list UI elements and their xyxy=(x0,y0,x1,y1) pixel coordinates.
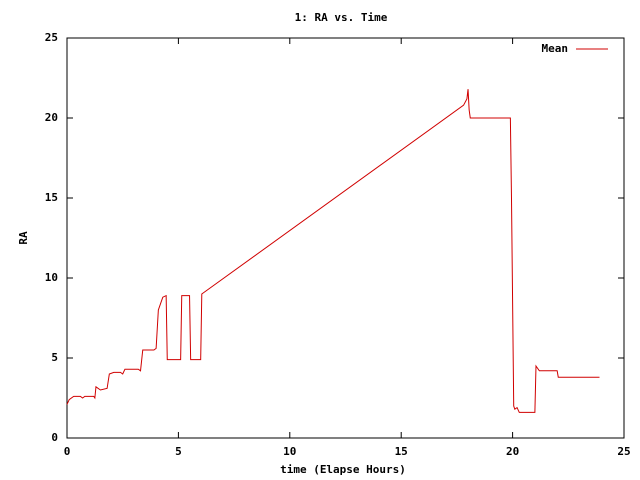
data-line xyxy=(66,89,600,413)
y-tick-label: 5 xyxy=(51,351,58,364)
y-axis-label: RA xyxy=(17,231,30,245)
y-tick-label: 15 xyxy=(45,191,58,204)
plot-border xyxy=(66,37,625,439)
chart-title: 1: RA vs. Time xyxy=(295,11,388,24)
y-tick-label: 20 xyxy=(45,111,58,124)
x-tick-label: 10 xyxy=(283,445,296,458)
y-tick-label: 0 xyxy=(51,431,58,444)
x-tick-label: 5 xyxy=(175,445,182,458)
x-tick-label: 25 xyxy=(617,445,630,458)
y-tick-label: 25 xyxy=(45,31,58,44)
legend-label: Mean xyxy=(542,42,569,55)
x-tick-label: 15 xyxy=(395,445,408,458)
x-tick-label: 20 xyxy=(506,445,519,458)
y-tick-label: 10 xyxy=(45,271,58,284)
x-tick-label: 0 xyxy=(64,445,71,458)
x-axis-label: time (Elapse Hours) xyxy=(280,463,406,476)
